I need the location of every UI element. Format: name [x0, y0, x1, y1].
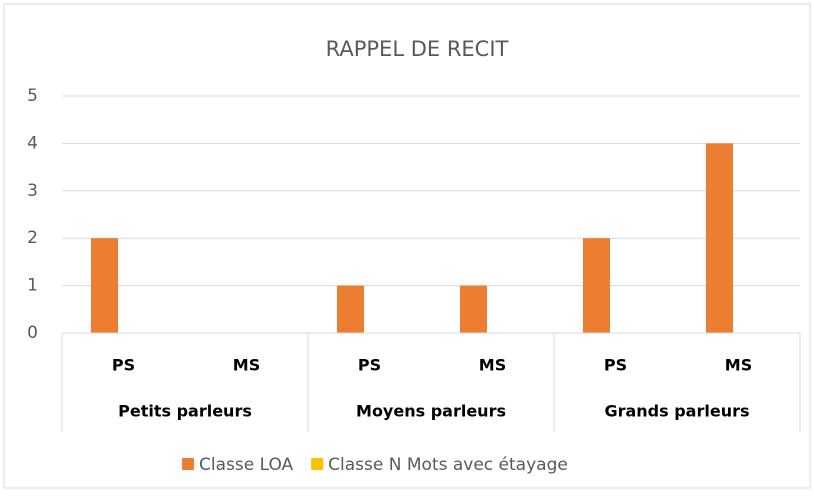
x-tick-label: PS: [358, 356, 381, 375]
y-tick-label: 2: [27, 228, 38, 248]
bar: [337, 285, 364, 333]
x-tick-label: MS: [725, 356, 752, 375]
x-tick-label: MS: [479, 356, 506, 375]
y-tick-label: 5: [27, 86, 38, 106]
y-tick-label: 1: [27, 276, 38, 296]
chart-border: [3, 3, 811, 489]
y-tick-label: 3: [27, 181, 38, 201]
y-tick-label: 0: [27, 323, 38, 343]
legend-label: Classe LOA: [199, 455, 294, 475]
group-label: Grands parleurs: [604, 402, 749, 421]
bar: [706, 143, 733, 333]
x-tick-label: MS: [233, 356, 260, 375]
legend-label: Classe N Mots avec étayage: [328, 455, 568, 475]
bar: [91, 238, 118, 333]
chart-title: RAPPEL DE RECIT: [326, 37, 509, 61]
y-tick-label: 4: [27, 133, 38, 153]
bar: [583, 238, 610, 333]
group-label: Moyens parleurs: [356, 402, 506, 421]
legend-swatch: [311, 458, 324, 470]
legend-swatch: [182, 458, 194, 470]
group-label: Petits parleurs: [118, 402, 252, 421]
x-tick-label: PS: [604, 356, 627, 375]
x-tick-label: PS: [112, 356, 135, 375]
bar: [460, 285, 487, 333]
